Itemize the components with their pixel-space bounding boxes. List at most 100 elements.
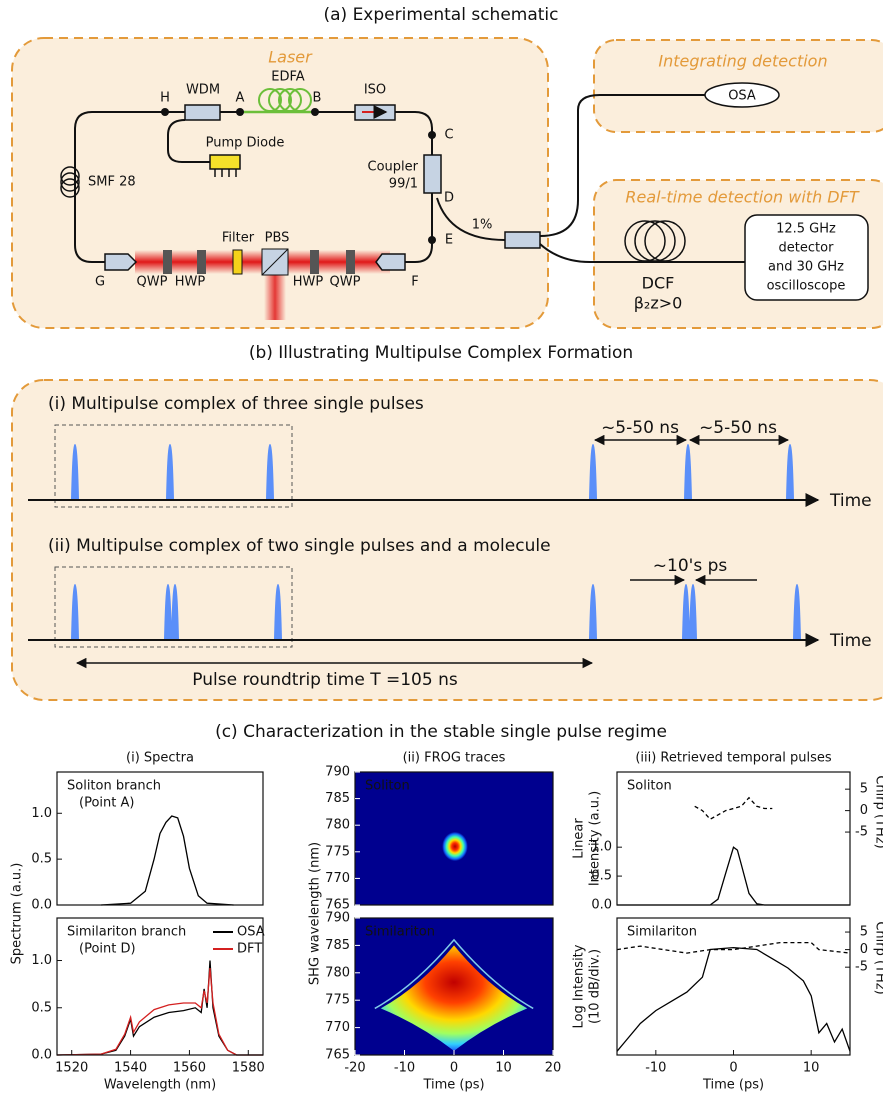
y-tick-label: 1.0: [31, 953, 52, 968]
label: EDFA: [271, 70, 305, 85]
y-tick-label: 770: [325, 1020, 350, 1035]
x-tick-label: 0: [729, 1061, 737, 1076]
series-line: [695, 798, 773, 820]
label: SMF 28: [88, 175, 136, 190]
box-label: Integrating detection: [658, 52, 827, 71]
label: WDM: [186, 83, 220, 98]
figure: (a) Experimental schematic Laser Integra…: [0, 0, 883, 1099]
y-tick-label: 775: [325, 993, 350, 1008]
x-tick-label: 10: [495, 1061, 512, 1076]
legend-label: OSA: [237, 925, 265, 940]
label: QWP: [137, 275, 168, 290]
detector-text: and 30 GHz: [768, 260, 844, 275]
y-tick-label: 780: [325, 965, 350, 980]
filter: [233, 250, 242, 274]
label: D: [444, 191, 454, 206]
annotation: Soliton: [365, 779, 410, 794]
y-axis-label: Spectrum (a.u.): [10, 863, 25, 965]
annotation: Similariton branch: [67, 925, 186, 940]
y-tick-label: 0.5: [31, 1000, 52, 1015]
panel-title: (b) Illustrating Multipulse Complex Form…: [249, 343, 633, 363]
x-tick-label: 1540: [114, 1061, 147, 1076]
x-tick-label: 1560: [173, 1061, 206, 1076]
y2-tick-label: 0: [860, 803, 868, 818]
label: DCF: [642, 274, 675, 293]
wdm: [185, 105, 220, 120]
panel-title: (c) Characterization in the stable singl…: [215, 722, 667, 742]
legend-label: DFT: [237, 942, 262, 957]
annotation: (Point D): [79, 942, 136, 957]
coupler: [424, 155, 441, 193]
x-axis-label: Wavelength (nm): [104, 1078, 216, 1093]
label: HWP: [175, 275, 206, 290]
y-axis-label: Intensity (a.u.): [588, 791, 603, 886]
y-tick-label: 0.0: [31, 1048, 52, 1063]
label: Coupler: [368, 160, 419, 175]
label: Pump Diode: [206, 136, 285, 151]
label: β₂z>0: [634, 294, 683, 313]
x-axis-label: Time (ps): [702, 1078, 764, 1093]
body: {"panel_a": {"title": "(a) Experimental …: [0, 0, 883, 1099]
y2-tick-label: -5: [855, 960, 868, 975]
roundtrip-label: Pulse roundtrip time T =105 ns: [192, 670, 458, 690]
x-tick-label: 1580: [232, 1061, 265, 1076]
box-label: Laser: [268, 48, 313, 67]
detector-text: oscilloscope: [767, 279, 846, 294]
point: [428, 131, 436, 139]
y-tick-label: 785: [325, 938, 350, 953]
x-tick-label: 10: [803, 1061, 820, 1076]
y-tick-label: 790: [325, 911, 350, 926]
label: QWP: [330, 275, 361, 290]
label: A: [236, 91, 245, 106]
x-tick-label: 0: [450, 1061, 458, 1076]
beam: [264, 272, 286, 320]
label: C: [444, 128, 453, 143]
label: OSA: [728, 89, 756, 104]
collimator: [105, 254, 136, 270]
annotation: (Point A): [79, 796, 134, 811]
y-axis-label: (10 dB/div.): [588, 949, 603, 1024]
point: [311, 108, 319, 116]
y-tick-label: 0.0: [591, 898, 612, 913]
y-tick-label: 790: [325, 765, 350, 780]
label: 99/1: [389, 177, 418, 192]
y-tick-label: 0.0: [31, 898, 52, 913]
y-tick-label: 1.0: [31, 806, 52, 821]
label: H: [160, 91, 170, 106]
x-tick-label: -10: [645, 1061, 666, 1076]
series-line: [617, 948, 850, 1052]
axis-label: Time: [829, 631, 872, 651]
y-tick-label: 780: [325, 818, 350, 833]
label: G: [95, 275, 105, 290]
y-axis-label: Linear: [572, 818, 587, 859]
frog-trace: [442, 832, 468, 861]
label: B: [313, 91, 322, 106]
box-label: Real-time detection with DFT: [625, 188, 859, 207]
series-line: [57, 968, 263, 1055]
annotation: Similariton: [365, 925, 435, 940]
y-tick-label: 785: [325, 791, 350, 806]
label: Filter: [222, 231, 255, 246]
annotation: Soliton: [627, 779, 672, 794]
label: PBS: [265, 231, 290, 246]
molecule-label: ~10's ps: [653, 556, 728, 576]
annotation: Similariton: [627, 925, 697, 940]
y-tick-label: 775: [325, 844, 350, 859]
plate: [197, 250, 206, 274]
label: HWP: [293, 275, 324, 290]
label: 1%: [472, 218, 493, 233]
label: ISO: [364, 83, 386, 98]
series-line: [617, 847, 850, 905]
detector-text: 12.5 GHz: [776, 222, 836, 237]
x-tick-label: -10: [394, 1061, 415, 1076]
collimator: [376, 254, 405, 270]
tap-coupler: [505, 232, 540, 248]
detector-text: detector: [779, 241, 835, 256]
y-axis-label: SHG wavelength (nm): [308, 842, 323, 985]
plate: [310, 250, 319, 274]
subplot-title: (i) Spectra: [126, 751, 194, 766]
y-tick-label: 0.5: [31, 852, 52, 867]
y2-axis-label: Chirp (THz): [873, 775, 883, 848]
series-line: [101, 816, 234, 905]
y2-tick-label: 0: [860, 942, 868, 957]
